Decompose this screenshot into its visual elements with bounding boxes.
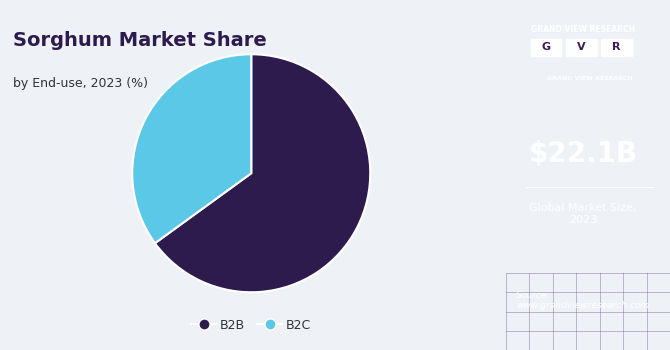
Text: GRAND VIEW RESEARCH: GRAND VIEW RESEARCH [531,25,635,34]
Text: Source:
www.grandviewresearch.com: Source: www.grandviewresearch.com [516,290,649,310]
Text: V: V [577,42,586,52]
FancyBboxPatch shape [601,39,632,56]
Text: Sorghum Market Share: Sorghum Market Share [13,32,267,50]
FancyBboxPatch shape [565,39,596,56]
Text: R: R [612,42,620,52]
FancyBboxPatch shape [531,39,561,56]
Text: G: G [541,42,551,52]
Text: Global Market Size,
2023: Global Market Size, 2023 [529,203,636,225]
Text: $22.1B: $22.1B [529,140,637,168]
Text: by End-use, 2023 (%): by End-use, 2023 (%) [13,77,148,90]
Legend: B2B, B2C: B2B, B2C [186,314,316,337]
Wedge shape [132,54,251,243]
Text: GRAND VIEW RESEARCH: GRAND VIEW RESEARCH [547,76,632,81]
Wedge shape [155,54,371,292]
